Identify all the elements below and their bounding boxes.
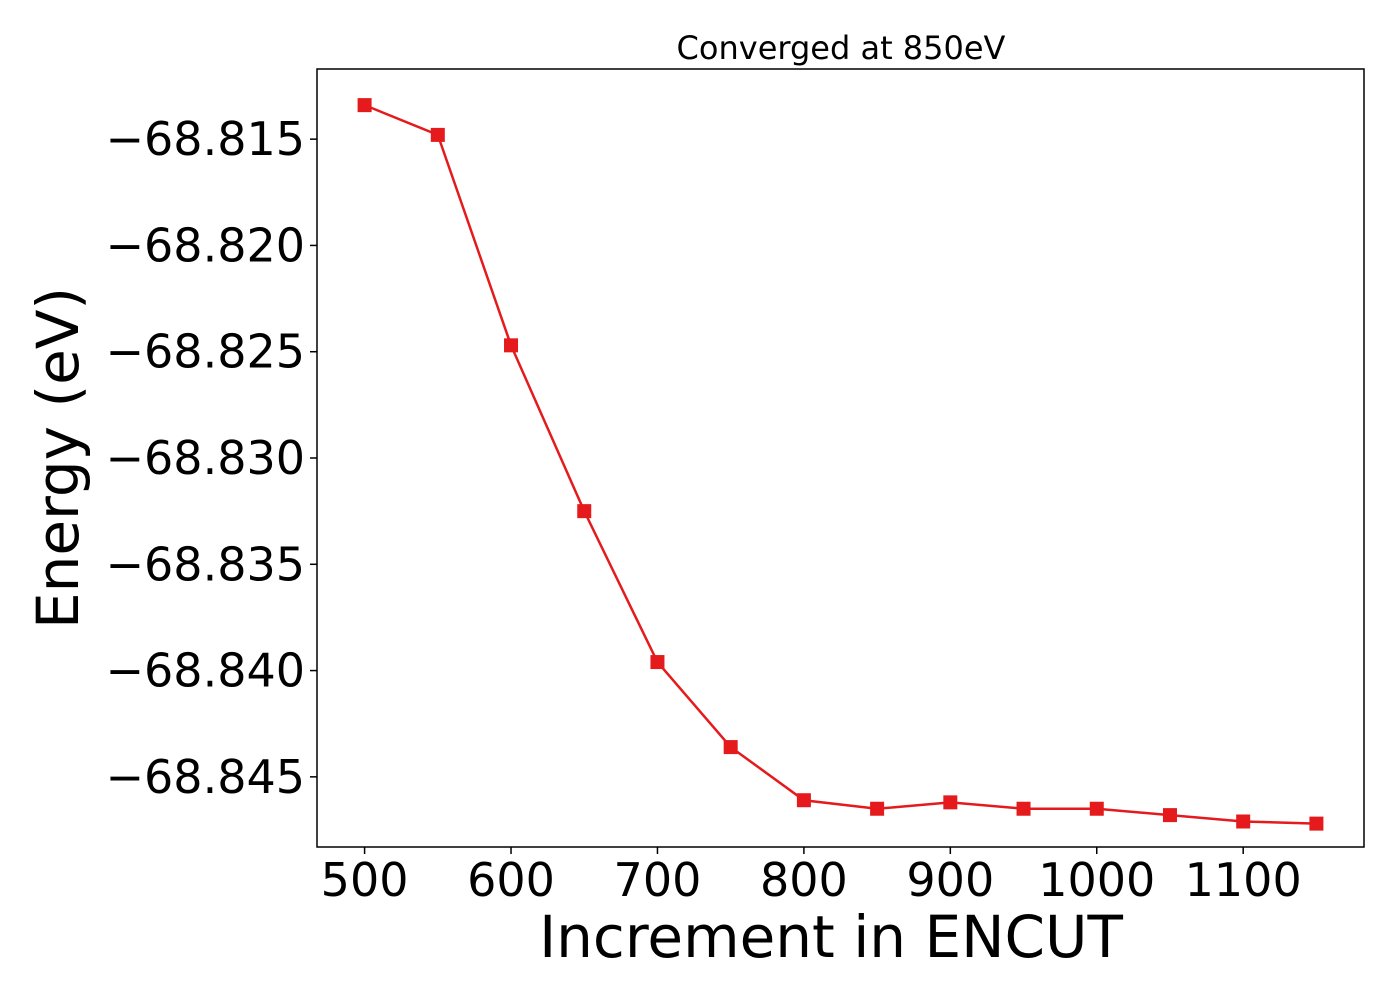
x-tick-label: 1000 bbox=[1038, 853, 1155, 907]
y-tick-label: −68.835 bbox=[106, 537, 306, 591]
chart-title: Converged at 850eV bbox=[677, 29, 1006, 67]
data-point bbox=[1016, 801, 1031, 816]
data-point bbox=[723, 740, 738, 755]
data-point bbox=[1236, 814, 1251, 829]
data-point bbox=[870, 801, 885, 816]
data-point bbox=[1089, 801, 1104, 816]
series-layer bbox=[357, 98, 1324, 831]
y-tick-label: −68.845 bbox=[106, 750, 306, 804]
y-tick-label: −68.825 bbox=[106, 325, 306, 379]
data-point bbox=[1309, 816, 1324, 831]
y-axis: −68.815 −68.820 −68.825 −68.830 −68.835 −68.8… bbox=[106, 112, 317, 804]
x-tick-label: 700 bbox=[614, 853, 702, 907]
data-point bbox=[504, 338, 519, 353]
plot-frame bbox=[316, 68, 1365, 848]
data-point bbox=[430, 127, 445, 142]
y-tick-label: −68.830 bbox=[106, 431, 306, 485]
data-point bbox=[577, 504, 592, 519]
data-point bbox=[943, 795, 958, 810]
data-point bbox=[796, 793, 811, 808]
data-point bbox=[357, 98, 372, 113]
data-point bbox=[1162, 808, 1177, 823]
data-point bbox=[650, 655, 665, 670]
series-line bbox=[364, 103, 1317, 825]
x-tick-label: 500 bbox=[321, 853, 409, 907]
x-axis-label: Increment in ENCUT bbox=[539, 903, 1123, 971]
y-tick-label: −68.815 bbox=[106, 112, 306, 166]
y-axis-label: Energy (eV) bbox=[24, 287, 92, 629]
y-tick-label: −68.840 bbox=[106, 644, 306, 698]
y-tick-label: −68.820 bbox=[106, 218, 306, 272]
x-tick-label: 900 bbox=[906, 853, 994, 907]
x-axis: 500 600 700 800 900 1000 1100 bbox=[321, 847, 1302, 907]
x-tick-label: 600 bbox=[467, 853, 555, 907]
x-tick-label: 800 bbox=[760, 853, 848, 907]
x-tick-label: 1100 bbox=[1185, 853, 1302, 907]
